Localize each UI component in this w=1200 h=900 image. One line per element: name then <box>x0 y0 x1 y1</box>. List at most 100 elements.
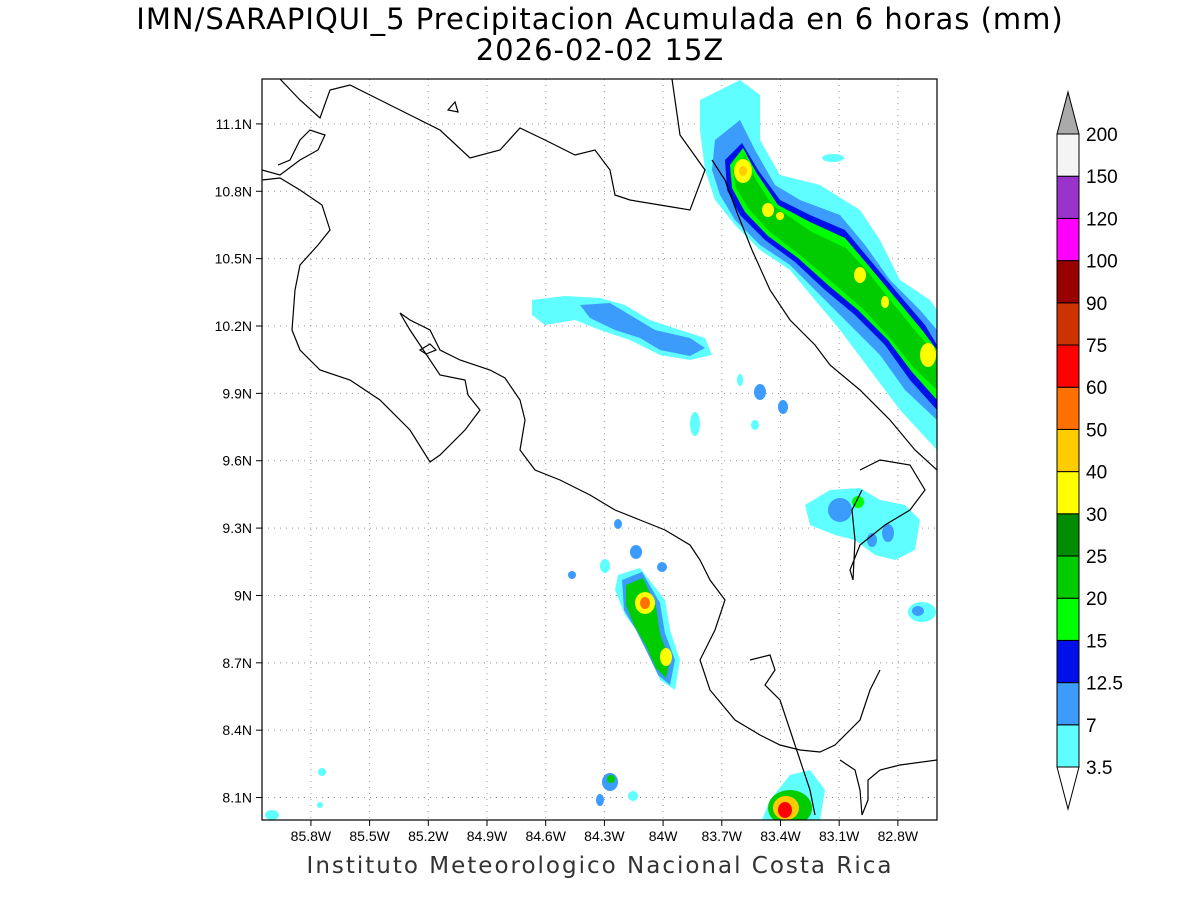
panama-coast-south <box>839 759 937 816</box>
lat-tick-label: 8.7N <box>222 655 252 671</box>
colorbar-swatch <box>1056 639 1080 684</box>
precip-spot-m-inner <box>607 775 615 783</box>
colorbar-bottom-arrow <box>1056 766 1080 811</box>
longitude-labels: 85.8W 85.5W 85.2W 84.9W 84.6W 84.3W 84W 83.7W 83… <box>291 820 919 844</box>
colorbar-swatch <box>1056 724 1080 768</box>
precip-core-3 <box>776 212 784 220</box>
colorbar-swatch <box>1056 133 1080 177</box>
colorbar-swatch <box>1056 597 1080 641</box>
footer-credit: Instituto Meteorologico Nacional Costa R… <box>306 853 894 879</box>
colorbar-label: 90 <box>1086 294 1107 315</box>
nicoya-inlet <box>418 343 438 355</box>
colorbar-label: 50 <box>1086 420 1107 441</box>
chart-title: IMN/SARAPIQUI_5 Precipitacion Acumulada … <box>136 2 1064 36</box>
lake-island <box>446 100 459 113</box>
precip-spot-a <box>822 154 844 162</box>
lat-tick-label: 9N <box>234 587 252 603</box>
map-frame <box>261 78 938 821</box>
colorbar-label: 40 <box>1086 463 1107 484</box>
precip-core-2 <box>762 203 774 217</box>
precip-spot-j <box>600 559 610 573</box>
colorbar-label: 3.5 <box>1086 758 1112 779</box>
precip-cluster-bottom-red <box>778 802 792 818</box>
caribbean-coast <box>711 159 937 471</box>
precip-spot-b <box>754 384 766 400</box>
colorbar-label: 15 <box>1086 631 1107 652</box>
nicaragua-border-north <box>279 79 706 211</box>
precip-spot-f <box>751 420 759 430</box>
colorbar-swatch <box>1056 428 1080 473</box>
colorbar-swatch <box>1056 682 1080 726</box>
lon-tick-label: 84.3W <box>584 828 625 844</box>
colorbar-swatch <box>1056 555 1080 599</box>
colorbar-label: 12.5 <box>1086 674 1123 695</box>
precip-core-1-inner <box>739 166 747 176</box>
precipitation-field <box>265 80 937 820</box>
panama-border <box>849 459 926 581</box>
lon-tick-label: 82.8W <box>878 828 919 844</box>
precip-spot-n <box>596 794 604 806</box>
precip-core-5 <box>881 296 889 308</box>
precip-spot-c <box>778 400 788 414</box>
lat-tick-label: 8.4N <box>222 722 252 738</box>
lat-tick-label: 11.1N <box>216 116 252 132</box>
precip-spot-l <box>568 571 576 579</box>
colorbar-swatch <box>1056 217 1080 262</box>
colorbar-label: 75 <box>1086 336 1107 357</box>
lat-tick-label: 10.2N <box>215 318 252 334</box>
lat-tick-label: 9.9N <box>222 385 252 401</box>
colorbar-swatch <box>1056 513 1080 557</box>
map-frame-bg <box>262 79 937 820</box>
precip-spot-g-inner <box>912 606 924 616</box>
lat-tick-label: 8.1N <box>222 790 252 806</box>
colorbar-top-arrow <box>1056 90 1080 135</box>
precip-spot-k <box>614 519 622 529</box>
colorbar-label: 20 <box>1086 589 1107 610</box>
colorbar-swatch <box>1056 344 1080 388</box>
lat-tick-label: 9.3N <box>222 520 252 536</box>
pacific-coast-nicoya <box>262 177 881 753</box>
precip-band-caribbean-midgreen <box>733 155 937 390</box>
latitude-labels: 8.1N 8.4N 8.7N 9N 9.3N 9.6N 9.9N 10.2N 10.5N 10.8… <box>215 116 262 806</box>
colorbar-swatch <box>1056 386 1080 430</box>
lat-tick-label: 10.5N <box>215 251 252 267</box>
lon-tick-label: 83.4W <box>760 828 801 844</box>
colorbar-swatch <box>1056 302 1080 346</box>
golfo-dulce-peninsula <box>749 654 816 816</box>
precip-cluster-east-blue2 <box>882 524 894 542</box>
precip-spot-i <box>657 562 667 572</box>
lat-tick-label: 10.8N <box>215 183 252 199</box>
colorbar-label: 25 <box>1086 547 1107 568</box>
precip-core-4 <box>854 267 866 283</box>
colorbar-swatch <box>1056 175 1080 219</box>
precip-core-7-inner <box>640 597 650 609</box>
pacific-coast-north <box>262 129 326 176</box>
colorbar-label: 30 <box>1086 505 1107 526</box>
precip-spot-o <box>628 791 638 801</box>
lon-tick-label: 85.5W <box>349 828 390 844</box>
colorbar-label: 150 <box>1086 167 1118 188</box>
lon-tick-label: 83.1W <box>819 828 860 844</box>
colorbar-label: 120 <box>1086 209 1118 230</box>
colorbar-swatch <box>1056 260 1080 304</box>
precip-core-8 <box>660 648 672 666</box>
precip-spot-e <box>690 412 700 436</box>
lon-tick-label: 83.7W <box>702 828 743 844</box>
precip-spot-h <box>630 545 642 559</box>
lon-tick-label: 85.2W <box>408 828 449 844</box>
lon-tick-label: 84W <box>649 828 679 844</box>
colorbar-label: 200 <box>1086 125 1118 146</box>
precip-band-central-blue <box>580 303 705 356</box>
precip-spot-d <box>737 374 743 386</box>
precip-cluster-east-blue3 <box>867 533 877 547</box>
chart-subtitle-date: 2026-02-02 15Z <box>475 33 725 67</box>
colorbar-swatch <box>1056 471 1080 515</box>
precip-spot-r <box>265 810 279 820</box>
precip-cluster-east-blue <box>828 498 852 522</box>
precip-core-6 <box>920 343 936 367</box>
colorbar-label: 7 <box>1086 716 1097 737</box>
lon-tick-label: 84.6W <box>525 828 566 844</box>
lat-tick-label: 9.6N <box>222 453 252 469</box>
lon-tick-label: 85.8W <box>291 828 332 844</box>
